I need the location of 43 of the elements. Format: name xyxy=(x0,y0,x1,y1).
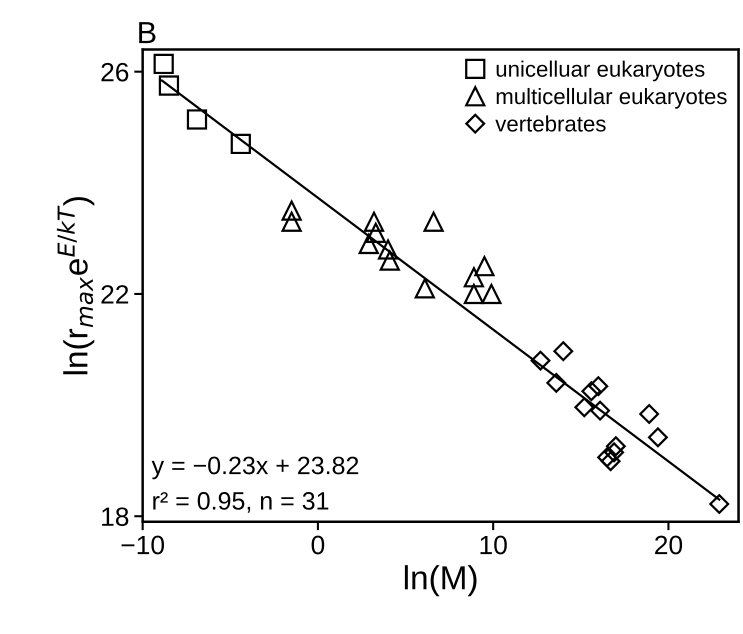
point xyxy=(464,267,484,288)
y-tick-label: 18 xyxy=(102,507,128,526)
point xyxy=(380,250,400,271)
x-tick-label: 10 xyxy=(480,536,507,554)
point xyxy=(530,350,550,371)
chart-title: B xyxy=(139,22,156,44)
x-tick-label: −10 xyxy=(122,536,164,554)
point xyxy=(358,234,379,254)
point xyxy=(588,376,608,396)
point xyxy=(709,494,730,514)
point xyxy=(590,400,610,421)
point xyxy=(464,284,484,304)
point xyxy=(423,212,444,232)
x-axis-title: ln(M) xyxy=(404,565,476,596)
point xyxy=(281,212,302,232)
point xyxy=(281,200,302,221)
point xyxy=(606,436,626,456)
point xyxy=(414,278,435,299)
point xyxy=(546,372,566,393)
y-axis-title: ln(r$_{max}$e$^{E/kT}$) xyxy=(56,197,94,374)
y-tick-label: 22 xyxy=(101,285,128,304)
point xyxy=(378,239,398,260)
point xyxy=(581,381,602,402)
annotation: y = −0.23x + 23.82 xyxy=(152,456,358,480)
point xyxy=(639,404,660,424)
annotation: r² = 0.95, n = 31 xyxy=(153,492,328,513)
point xyxy=(230,134,251,154)
x-tick-label: 20 xyxy=(655,536,682,554)
point xyxy=(474,256,495,276)
point xyxy=(366,222,386,243)
y-tick-label: 26 xyxy=(101,62,128,82)
legend-label: vertebrates xyxy=(495,115,606,132)
point xyxy=(553,341,574,362)
legend-label: unicelluar eukaryotes xyxy=(496,60,704,82)
point xyxy=(481,284,502,304)
point xyxy=(154,54,174,74)
x-tick-label: 0 xyxy=(312,536,324,554)
point xyxy=(186,109,208,130)
point xyxy=(158,75,180,96)
point xyxy=(574,397,594,418)
point xyxy=(364,212,384,232)
point xyxy=(648,427,668,448)
legend-label: multicellular eukaryotes xyxy=(496,88,727,109)
